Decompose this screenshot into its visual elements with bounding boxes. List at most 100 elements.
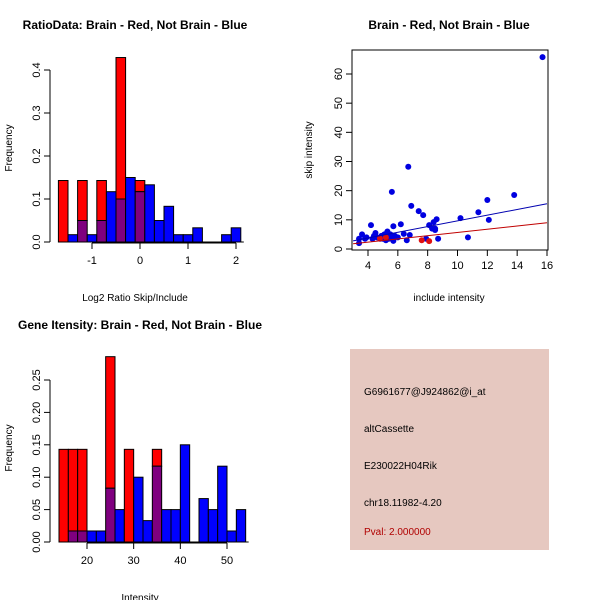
x-tick-label: 6 — [395, 260, 401, 272]
blue-data-point — [485, 216, 492, 223]
y-axis-label: Frequency — [4, 424, 15, 471]
histogram-bar — [105, 356, 116, 489]
histogram-bar — [192, 227, 203, 243]
histogram-bar — [96, 180, 107, 221]
histogram-bar — [198, 498, 209, 543]
y-tick-label: 0.15 — [31, 434, 43, 455]
histogram-overlap-bar — [134, 191, 146, 243]
gene-name: E230022H04Rik — [364, 461, 437, 472]
blue-data-point — [406, 232, 413, 238]
blue-data-point — [432, 225, 439, 232]
red-regression-line — [353, 222, 548, 245]
chart-title: RatioData: Brain - Red, Not Brain - Blue — [23, 18, 248, 32]
histogram-bar — [182, 234, 194, 243]
blue-data-point — [415, 208, 422, 215]
histogram-bar — [114, 509, 125, 543]
blue-data-point — [390, 223, 397, 230]
y-tick-label: 0.25 — [31, 369, 43, 390]
blue-data-point — [400, 230, 407, 237]
x-axis-label: Intensity — [121, 593, 158, 600]
y-axis-label: skip intensity — [304, 121, 315, 178]
histogram-bar — [230, 227, 242, 243]
event-type: altCassette — [364, 424, 415, 435]
y-tick-label: 0.1 — [31, 191, 43, 206]
histogram-bar — [105, 191, 117, 243]
histogram-overlap-bar — [115, 198, 127, 243]
x-tick-label: 20 — [81, 555, 93, 567]
blue-data-point — [359, 231, 366, 238]
x-tick-label: 0 — [137, 255, 143, 267]
histogram-bar — [173, 234, 184, 243]
red-data-point — [418, 237, 425, 244]
histogram-bar — [115, 57, 127, 200]
histogram-bar — [170, 509, 181, 543]
x-tick-label: 1 — [185, 255, 191, 267]
blue-regression-line — [352, 203, 548, 242]
histogram-bar — [77, 180, 88, 221]
histogram-bar — [161, 509, 172, 543]
histogram-bar — [179, 444, 191, 543]
histogram-overlap-bar — [96, 220, 107, 243]
blue-data-point — [408, 202, 415, 209]
histogram-bar — [163, 205, 175, 243]
red-data-point — [426, 238, 433, 245]
blue-data-point — [367, 222, 374, 229]
y-tick-label: 0.00 — [31, 531, 43, 552]
y-tick-label: 0.05 — [31, 499, 43, 520]
blue-data-point — [511, 192, 518, 199]
x-axis-label: include intensity — [413, 293, 484, 304]
chromosome-location: chr18.11982-4.20 — [364, 498, 442, 509]
histogram-bar — [123, 448, 135, 543]
y-tick-label: 30 — [333, 155, 345, 167]
x-axis-label: Log2 Ratio Skip/Include — [82, 293, 188, 304]
blue-data-point — [405, 163, 412, 170]
y-tick-label: 0.0 — [31, 234, 43, 249]
plot-box — [351, 49, 549, 251]
red-data-point — [376, 235, 383, 242]
histogram-bar — [67, 448, 79, 532]
histogram-bar — [226, 530, 237, 543]
y-tick-label: 40 — [333, 126, 345, 138]
y-tick-label: 0.10 — [31, 466, 43, 487]
blue-data-point — [420, 212, 427, 219]
histogram-bar — [144, 184, 155, 243]
x-tick-label: 8 — [425, 260, 431, 272]
y-tick-label: 0.20 — [31, 402, 43, 423]
x-tick-label: 50 — [221, 555, 233, 567]
x-tick-label: -1 — [87, 255, 97, 267]
blue-data-point — [403, 237, 410, 244]
blue-data-point — [539, 54, 546, 61]
histogram-overlap-bar — [77, 530, 88, 543]
histogram-overlap-bar — [151, 465, 163, 543]
chart-title: Gene Itensity: Brain - Red, Not Brain - … — [18, 318, 262, 332]
blue-data-point — [435, 235, 442, 242]
blue-data-point — [484, 197, 491, 203]
histogram-bar — [142, 520, 153, 543]
blue-data-point — [397, 221, 404, 228]
histogram-bar — [221, 234, 232, 243]
histogram-bar — [86, 234, 98, 243]
histogram-bar — [125, 177, 136, 243]
histogram-bar — [153, 220, 165, 243]
y-tick-label: 50 — [333, 97, 345, 109]
x-tick-label: 10 — [451, 260, 463, 272]
histogram-bar — [77, 448, 88, 532]
histogram-bar — [207, 509, 219, 543]
probe-id: G6961677@J924862@i_at — [364, 387, 486, 398]
p-value: Pval: 2.000000 — [364, 527, 431, 538]
x-tick-label: 30 — [128, 555, 140, 567]
histogram-overlap-bar — [67, 530, 79, 543]
histogram-bar — [95, 530, 107, 543]
y-tick-label: 10 — [333, 214, 345, 226]
x-tick-label: 4 — [365, 260, 371, 272]
histogram-bar — [133, 476, 144, 543]
histogram-bar — [58, 448, 69, 543]
histogram-bar — [86, 530, 97, 543]
blue-data-point — [464, 234, 471, 241]
blue-data-point — [433, 216, 440, 223]
x-tick-label: 40 — [174, 555, 186, 567]
histogram-bar — [151, 448, 163, 467]
histogram-bar — [57, 180, 69, 243]
